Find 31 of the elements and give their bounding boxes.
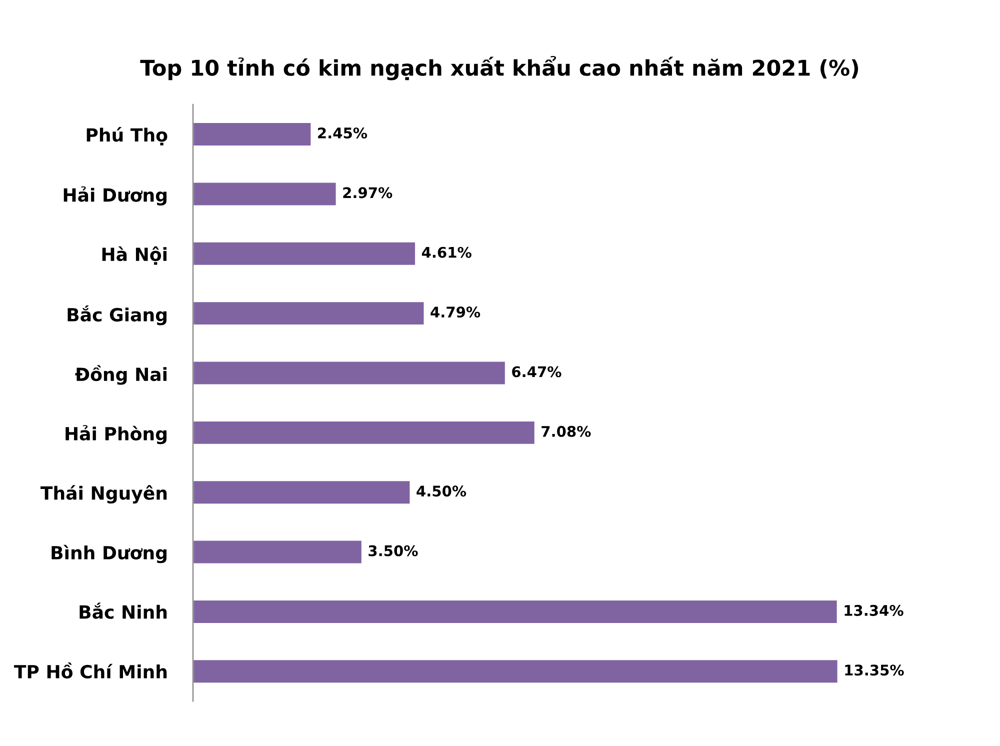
- bar: [193, 122, 312, 147]
- bar: [193, 241, 416, 266]
- bar: [193, 360, 506, 386]
- data-label: 13.34%: [844, 604, 904, 616]
- bar: [193, 539, 363, 565]
- bar: [193, 420, 536, 446]
- data-label: 3.50%: [368, 545, 418, 556]
- data-label: 13.35%: [845, 664, 904, 676]
- data-label: 4.61%: [422, 246, 472, 258]
- y-tick-label: Hà Nội: [102, 246, 166, 265]
- data-label: 2.45%: [318, 127, 368, 139]
- y-tick-label: Thái Nguyên: [40, 485, 167, 504]
- data-label: 2.97%: [343, 187, 392, 198]
- bar: [193, 599, 838, 624]
- data-label: 7.08%: [542, 426, 591, 437]
- data-label: 4.79%: [430, 306, 480, 318]
- y-tick-label: Đồng Nai: [75, 365, 166, 385]
- bar: [193, 300, 426, 326]
- chart-title: Top 10 tỉnh có kim ngạch xuất khẩu cao nhất năm 2021 (%): [140, 56, 858, 80]
- data-label: 6.47%: [512, 366, 562, 378]
- y-tick-label: Phú Thọ: [86, 127, 168, 146]
- bar: [193, 181, 338, 207]
- y-tick-label: Hải Dương: [64, 186, 166, 206]
- y-tick-label: TP Hồ Chí Minh: [14, 662, 167, 679]
- y-tick-label: Bắc Giang: [68, 305, 166, 326]
- bar: [193, 480, 412, 505]
- bar: [193, 658, 838, 684]
- y-tick-label: Bắc Ninh: [80, 602, 167, 619]
- y-tick-label: Bình Dương: [52, 544, 166, 564]
- y-tick-label: Hải Phòng: [66, 425, 166, 444]
- data-label: 4.50%: [416, 486, 466, 497]
